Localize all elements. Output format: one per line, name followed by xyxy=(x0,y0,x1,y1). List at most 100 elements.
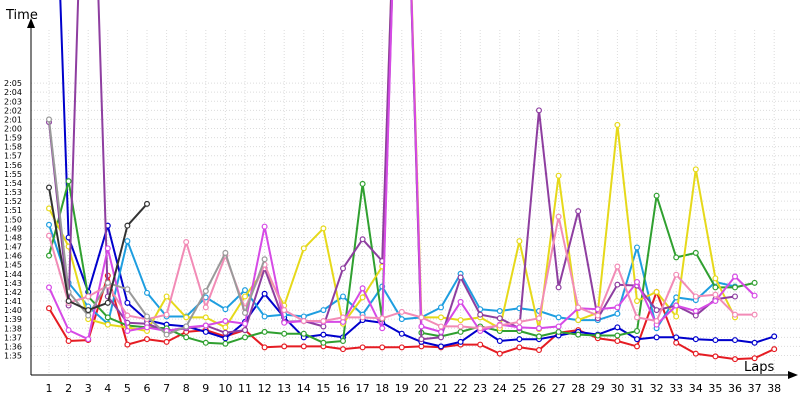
data-point xyxy=(144,324,151,331)
x-tick-label: 11 xyxy=(238,382,252,395)
data-point xyxy=(712,275,719,282)
data-point xyxy=(222,317,229,324)
data-point xyxy=(183,314,190,321)
y-tick-label: 1:35 xyxy=(4,352,22,361)
data-point xyxy=(496,337,503,344)
axes xyxy=(27,18,798,379)
data-point xyxy=(340,314,347,321)
x-tick-label: 36 xyxy=(728,382,742,395)
data-point xyxy=(673,313,680,320)
x-tick-label: 19 xyxy=(395,382,409,395)
data-point xyxy=(65,298,72,305)
data-point xyxy=(751,355,758,362)
data-point xyxy=(242,320,249,327)
data-point xyxy=(124,238,131,245)
data-point xyxy=(692,336,699,343)
data-point xyxy=(731,273,738,280)
data-point xyxy=(163,338,170,345)
x-tick-label: 4 xyxy=(104,382,111,395)
y-tick-label: 1:51 xyxy=(4,206,22,215)
x-tick-label: 29 xyxy=(591,382,605,395)
series-group xyxy=(45,0,778,363)
data-point xyxy=(614,304,621,311)
data-point xyxy=(320,331,327,338)
x-tick-label: 16 xyxy=(336,382,350,395)
data-point xyxy=(124,299,131,306)
x-tick-label: 25 xyxy=(512,382,526,395)
y-tick-label: 1:46 xyxy=(4,252,22,261)
y-tick-label: 1:44 xyxy=(4,270,22,279)
data-point xyxy=(281,307,288,314)
data-point xyxy=(144,336,151,343)
x-tick-label: 30 xyxy=(610,382,624,395)
data-point xyxy=(653,288,660,295)
y-tick-label: 2:04 xyxy=(4,88,22,97)
data-point xyxy=(398,344,405,351)
data-point xyxy=(673,334,680,341)
data-point xyxy=(496,350,503,357)
data-point xyxy=(359,294,366,301)
data-point xyxy=(712,337,719,344)
y-axis-title: Time xyxy=(5,8,38,23)
data-point xyxy=(555,323,562,330)
x-tick-label: 17 xyxy=(356,382,370,395)
x-tick-labels: 1 2 3 4 5 6 7 8 9 10 11 12 13 14 15 16 17 18 19 20 21 22 23 24 2… xyxy=(46,382,782,395)
data-point xyxy=(516,238,523,245)
data-point xyxy=(281,343,288,350)
data-point xyxy=(712,353,719,360)
data-point xyxy=(320,225,327,232)
y-tick-labels: 1:351:361:371:381:391:401:411:421:431:44… xyxy=(4,79,22,360)
y-tick-label: 1:36 xyxy=(4,342,22,351)
y-tick-label: 1:48 xyxy=(4,233,22,242)
data-point xyxy=(222,329,229,336)
x-tick-label: 15 xyxy=(316,382,330,395)
data-point xyxy=(340,265,347,272)
x-tick-label: 33 xyxy=(669,382,683,395)
data-point xyxy=(457,338,464,345)
data-point xyxy=(261,344,268,351)
x-axis-title: Laps xyxy=(744,360,774,375)
y-tick-label: 1:40 xyxy=(4,306,22,315)
data-point xyxy=(202,314,209,321)
y-tick-label: 1:41 xyxy=(4,297,22,306)
y-tick-label: 1:42 xyxy=(4,288,22,297)
data-point xyxy=(65,337,72,344)
data-point xyxy=(144,313,151,320)
data-point xyxy=(45,205,52,212)
x-tick-label: 23 xyxy=(473,382,487,395)
data-point xyxy=(457,274,464,281)
data-point xyxy=(653,307,660,314)
data-point xyxy=(104,279,111,286)
x-tick-label: 32 xyxy=(650,382,664,395)
data-point xyxy=(242,327,249,334)
x-axis-arrow xyxy=(788,371,798,379)
data-point xyxy=(614,310,621,317)
data-point xyxy=(202,322,209,329)
y-tick-label: 1:56 xyxy=(4,161,22,170)
y-tick-label: 1:55 xyxy=(4,170,22,179)
data-point xyxy=(653,192,660,199)
data-point xyxy=(633,244,640,251)
data-point xyxy=(398,308,405,315)
data-point xyxy=(124,286,131,293)
x-tick-label: 13 xyxy=(277,382,291,395)
series-line-1 xyxy=(48,274,775,361)
data-point xyxy=(261,290,268,297)
data-point xyxy=(771,346,778,353)
y-tick-label: 1:57 xyxy=(4,152,22,161)
data-point xyxy=(242,309,249,316)
data-point xyxy=(535,315,542,322)
data-point xyxy=(65,178,72,185)
data-point xyxy=(340,293,347,300)
data-point xyxy=(633,278,640,285)
data-point xyxy=(281,319,288,326)
y-tick-label: 1:39 xyxy=(4,315,22,324)
x-tick-label: 22 xyxy=(454,382,468,395)
data-point xyxy=(731,311,738,318)
x-tick-label: 10 xyxy=(218,382,232,395)
data-point xyxy=(594,332,601,339)
y-tick-label: 1:50 xyxy=(4,215,22,224)
data-point xyxy=(575,317,582,324)
data-point xyxy=(398,330,405,337)
data-point xyxy=(535,333,542,340)
